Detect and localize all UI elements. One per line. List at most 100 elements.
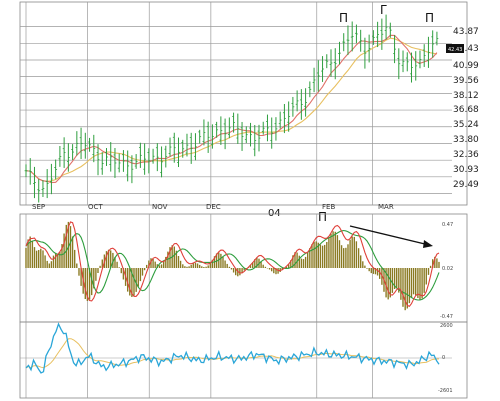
macd-histogram-bar <box>315 241 317 268</box>
macd-histogram-bar <box>48 263 50 268</box>
macd-histogram-bar <box>340 245 343 268</box>
macd-histogram-bar <box>402 268 404 307</box>
macd-histogram-bar <box>188 266 190 268</box>
y-tick-label: 30.93 <box>453 165 479 175</box>
macd-histogram-bar <box>423 268 425 293</box>
macd-histogram-bar <box>415 268 417 296</box>
macd-histogram-bar <box>387 268 389 300</box>
y-tick-label: 32.36 <box>453 150 479 160</box>
macd-label-top: 0.47 <box>442 222 453 228</box>
month-label: SEP <box>32 203 45 211</box>
macd-histogram-bar <box>355 241 358 268</box>
macd-histogram-bar <box>321 245 324 268</box>
macd-histogram-bar <box>260 261 262 268</box>
macd-histogram-bar <box>438 261 440 268</box>
pattern-mark: Π <box>425 11 434 25</box>
macd-histogram-bar <box>220 253 222 268</box>
macd-histogram-bar <box>201 266 203 268</box>
macd-histogram-bar <box>99 265 101 268</box>
macd-histogram-bar <box>398 268 400 293</box>
macd-histogram-bar <box>186 266 188 268</box>
y-tick-label: 43.87 <box>453 27 479 37</box>
pattern-mark: Π <box>339 11 348 25</box>
trend-arrow <box>349 225 433 248</box>
macd-histogram-bar <box>224 260 226 268</box>
macd-histogram-bar <box>25 248 27 268</box>
osc-label-top: 2600 <box>440 323 453 329</box>
macd-histogram-bar <box>203 267 205 268</box>
macd-histogram-bar <box>35 250 38 268</box>
macd-histogram-bar <box>241 268 243 273</box>
macd-histogram-bar <box>336 235 339 268</box>
macd-histogram-bar <box>129 268 131 296</box>
macd-histogram-bar <box>97 268 99 273</box>
macd-histogram-bar <box>319 244 322 268</box>
macd-histogram-bar <box>417 268 419 298</box>
macd-histogram-bar <box>254 259 256 268</box>
last-price-badge: 42.43 <box>446 44 464 53</box>
macd-histogram-bar <box>95 268 97 281</box>
macd-histogram-bar <box>279 268 281 272</box>
month-label: DEC <box>206 203 221 211</box>
macd-label-bottom: -0.47 <box>440 314 453 320</box>
fast-ma-line <box>25 34 438 184</box>
macd-histogram-bar <box>243 268 245 271</box>
macd-histogram-bar <box>429 265 432 268</box>
macd-histogram-bar <box>101 259 103 268</box>
price-marks <box>24 14 439 203</box>
macd-histogram-bar <box>326 242 328 268</box>
macd-histogram-bar <box>148 260 150 268</box>
trend-arrow-line <box>349 225 430 246</box>
macd-histogram-bar <box>80 268 82 286</box>
macd-histogram-bar <box>165 256 167 268</box>
macd-histogram-bar <box>65 224 67 268</box>
macd-histogram-bar <box>127 268 129 292</box>
macd-histogram-bar <box>396 268 398 289</box>
macd-histogram-bar <box>226 263 228 268</box>
macd-label-mid: 0.02 <box>442 266 453 272</box>
price-frame <box>19 1 468 206</box>
macd-histogram-bar <box>150 258 152 268</box>
macd-histogram-bar <box>133 268 135 296</box>
macd-histogram-bar <box>42 250 44 268</box>
macd-histogram-bar <box>158 265 161 268</box>
macd-histogram-bar <box>264 266 267 268</box>
macd-histogram-bar <box>177 256 180 268</box>
y-tick-label: 29.49 <box>453 180 479 190</box>
macd-histogram-bar <box>374 268 377 275</box>
macd-histogram-bar <box>237 268 239 277</box>
macd-histogram-bar <box>154 261 156 268</box>
macd-histogram-bar <box>408 268 411 304</box>
macd-histogram-bar <box>50 261 53 268</box>
macd-histogram-bar <box>268 268 271 270</box>
macd-histogram-bar <box>421 268 423 299</box>
macd-histogram-bar <box>425 268 427 285</box>
macd-histogram-bar <box>298 255 300 268</box>
last-price-box <box>446 44 464 53</box>
y-tick-label: 39.56 <box>453 76 479 86</box>
year-label: 04 <box>268 208 281 219</box>
macd-histogram-bar <box>249 265 252 268</box>
y-tick-label: 40.99 <box>453 61 479 71</box>
macd-histogram-bar <box>290 260 292 268</box>
macd-histogram-bar <box>114 256 116 268</box>
macd-line <box>25 221 440 307</box>
macd-histogram-bar <box>349 239 351 268</box>
macd-panel: 0.47 0.02 -0.47 <box>19 213 468 323</box>
y-tick-label: 38.12 <box>453 91 479 101</box>
macd-histogram-bar <box>207 265 209 268</box>
price-grid <box>19 1 468 206</box>
macd-histogram-bar <box>379 268 381 279</box>
macd-histogram-bar <box>347 244 349 268</box>
macd-histogram-bar <box>76 263 78 268</box>
macd-histogram-bar <box>112 252 114 268</box>
macd-histogram-bar <box>353 236 355 268</box>
macd-histogram-bar <box>118 267 120 268</box>
macd-histogram-bar <box>285 266 288 268</box>
macd-histogram-bar <box>190 264 192 268</box>
macd-histogram-bar <box>146 264 148 268</box>
macd-histogram-bar <box>362 261 364 268</box>
macd-histogram-bar <box>163 261 165 268</box>
